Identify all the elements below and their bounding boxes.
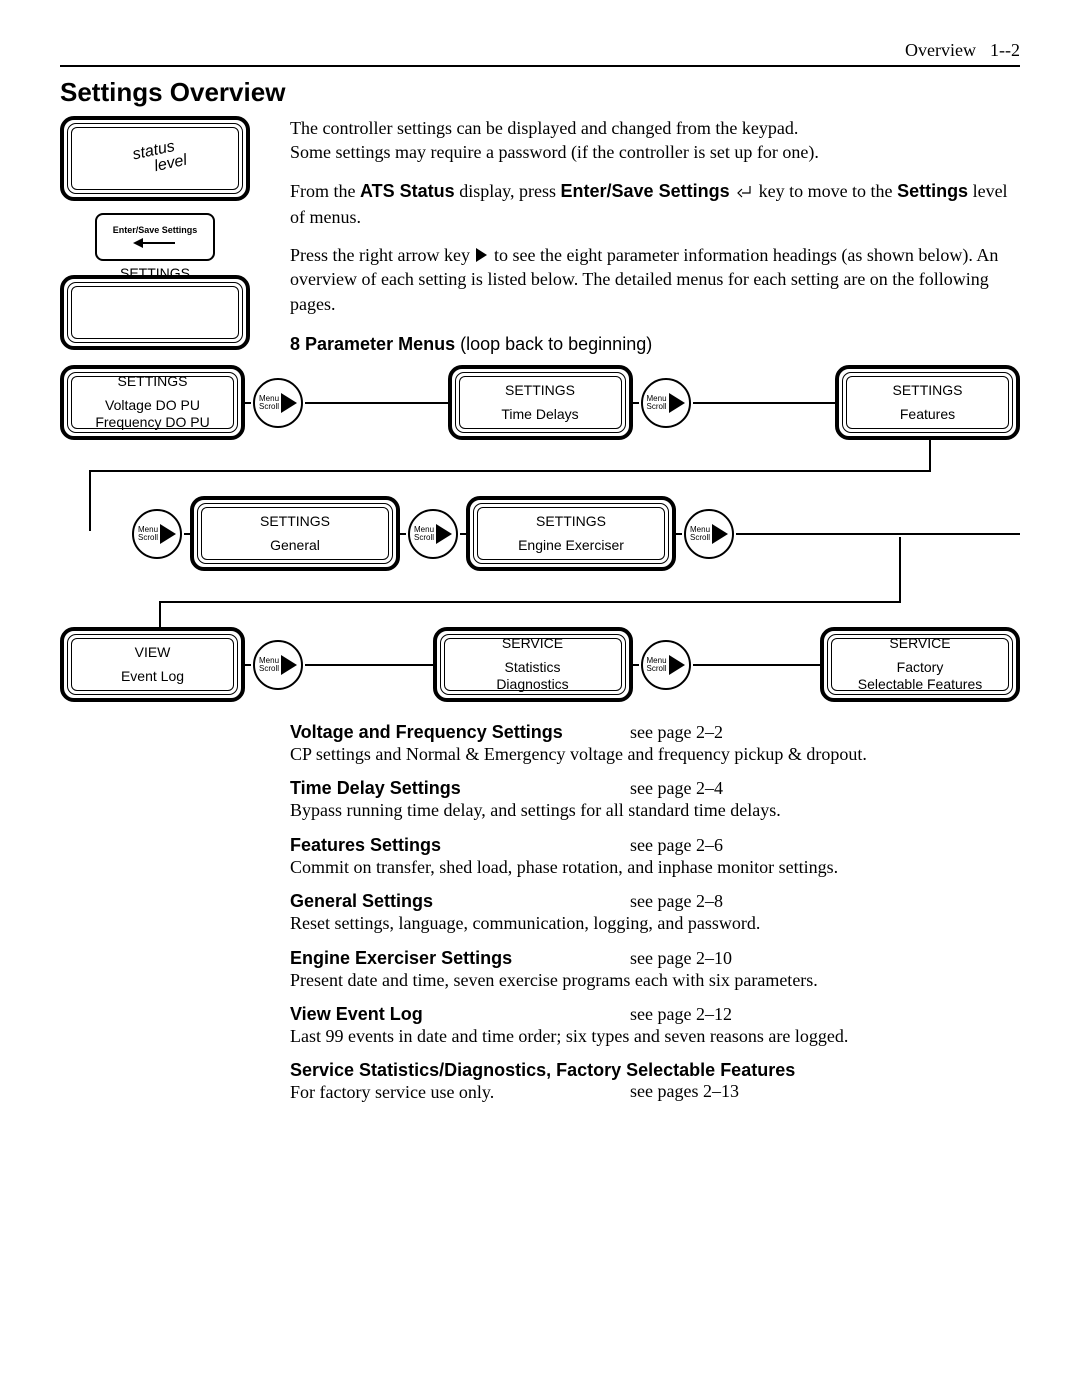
menu-box-view-event-log: VIEW Event Log bbox=[60, 627, 245, 702]
menu-scroll-knob[interactable]: MenuScroll bbox=[641, 640, 691, 690]
enter-key-icon bbox=[736, 181, 752, 205]
menu-scroll-knob[interactable]: MenuScroll bbox=[253, 640, 303, 690]
page-title: Settings Overview bbox=[60, 77, 1020, 108]
right-arrow-icon bbox=[436, 524, 452, 544]
settings-item: View Event Log see page 2–12 Last 99 eve… bbox=[290, 1004, 1020, 1048]
settings-item-page: see page 2–8 bbox=[630, 891, 723, 912]
settings-item-desc: CP settings and Normal & Emergency volta… bbox=[290, 743, 1020, 766]
settings-item-title: View Event Log bbox=[290, 1004, 630, 1025]
menu-box-time-delays: SETTINGS Time Delays bbox=[448, 365, 633, 440]
section-name: Overview bbox=[905, 40, 976, 61]
settings-item-title: Service Statistics/Diagnostics, Factory … bbox=[290, 1060, 795, 1081]
intro-para-2: From the ATS Status display, press Enter… bbox=[290, 179, 1020, 230]
settings-item-desc: Reset settings, language, communication,… bbox=[290, 912, 1020, 935]
settings-item-page: see pages 2–13 bbox=[630, 1081, 739, 1104]
settings-item-desc: Commit on transfer, shed load, phase rot… bbox=[290, 856, 1020, 879]
right-arrow-icon bbox=[160, 524, 176, 544]
intro-para-3: Press the right arrow key to see the eig… bbox=[290, 243, 1020, 316]
enter-save-label: Enter/Save Settings bbox=[113, 225, 198, 235]
right-arrow-icon bbox=[669, 393, 685, 413]
diagram-row-2: MenuScroll SETTINGS General MenuScroll S… bbox=[60, 496, 1020, 571]
menu-scroll-knob[interactable]: MenuScroll bbox=[253, 378, 303, 428]
parameter-menu-heading: 8 Parameter Menus (loop back to beginnin… bbox=[290, 334, 1020, 355]
settings-item-page: see page 2–4 bbox=[630, 778, 723, 799]
diagram-connector bbox=[60, 587, 1020, 627]
diagram-row-1: SETTINGS Voltage DO PU Frequency DO PU M… bbox=[60, 365, 1020, 440]
menu-box-service-factory: SERVICE Factory Selectable Features bbox=[820, 627, 1020, 702]
intro-para-1: The controller settings can be displayed… bbox=[290, 116, 1020, 165]
page-header: Overview 1--2 bbox=[60, 40, 1020, 61]
settings-item: General Settings see page 2–8 Reset sett… bbox=[290, 891, 1020, 935]
settings-item: Voltage and Frequency Settings see page … bbox=[290, 722, 1020, 766]
parameter-menu-diagram: SETTINGS Voltage DO PU Frequency DO PU M… bbox=[60, 365, 1020, 702]
right-arrow-icon bbox=[281, 655, 297, 675]
menu-scroll-knob[interactable]: MenuScroll bbox=[132, 509, 182, 559]
right-arrow-icon bbox=[712, 524, 728, 544]
menu-box-general: SETTINGS General bbox=[190, 496, 400, 571]
settings-item: Features Settings see page 2–6 Commit on… bbox=[290, 835, 1020, 879]
settings-item: Service Statistics/Diagnostics, Factory … bbox=[290, 1060, 1020, 1104]
menu-scroll-knob[interactable]: MenuScroll bbox=[641, 378, 691, 428]
settings-item-page: see page 2–6 bbox=[630, 835, 723, 856]
settings-item-title: Engine Exerciser Settings bbox=[290, 948, 630, 969]
page-number: 1--2 bbox=[990, 40, 1020, 61]
settings-item-desc: Bypass running time delay, and settings … bbox=[290, 799, 1020, 822]
diagram-row-3: VIEW Event Log MenuScroll SERVICE Statis… bbox=[60, 627, 1020, 702]
settings-index: Voltage and Frequency Settings see page … bbox=[290, 722, 1020, 1105]
menu-box-engine-exerciser: SETTINGS Engine Exerciser bbox=[466, 496, 676, 571]
menu-box-service-statistics: SERVICE Statistics Diagnostics bbox=[433, 627, 633, 702]
right-arrow-icon bbox=[669, 655, 685, 675]
menu-scroll-knob[interactable]: MenuScroll bbox=[684, 509, 734, 559]
right-arrow-icon bbox=[476, 248, 487, 262]
settings-item-page: see page 2–10 bbox=[630, 948, 732, 969]
menu-box-features: SETTINGS Features bbox=[835, 365, 1020, 440]
settings-item-desc: Present date and time, seven exercise pr… bbox=[290, 969, 1020, 992]
settings-item-desc: Last 99 events in date and time order; s… bbox=[290, 1025, 1020, 1048]
settings-item-desc: For factory service use only. bbox=[290, 1081, 630, 1104]
settings-item-title: Features Settings bbox=[290, 835, 630, 856]
settings-item: Time Delay Settings see page 2–4 Bypass … bbox=[290, 778, 1020, 822]
menu-box-voltage-frequency: SETTINGS Voltage DO PU Frequency DO PU bbox=[60, 365, 245, 440]
settings-item-page: see page 2–12 bbox=[630, 1004, 732, 1025]
diagram-connector bbox=[60, 456, 1020, 496]
right-arrow-icon bbox=[281, 393, 297, 413]
header-rule bbox=[60, 65, 1020, 67]
display-status-level: status level bbox=[60, 116, 250, 201]
settings-item-page: see page 2–2 bbox=[630, 722, 723, 743]
settings-item: Engine Exerciser Settings see page 2–10 … bbox=[290, 948, 1020, 992]
menu-scroll-knob[interactable]: MenuScroll bbox=[408, 509, 458, 559]
settings-item-title: General Settings bbox=[290, 891, 630, 912]
settings-item-title: Time Delay Settings bbox=[290, 778, 630, 799]
settings-item-title: Voltage and Frequency Settings bbox=[290, 722, 630, 743]
